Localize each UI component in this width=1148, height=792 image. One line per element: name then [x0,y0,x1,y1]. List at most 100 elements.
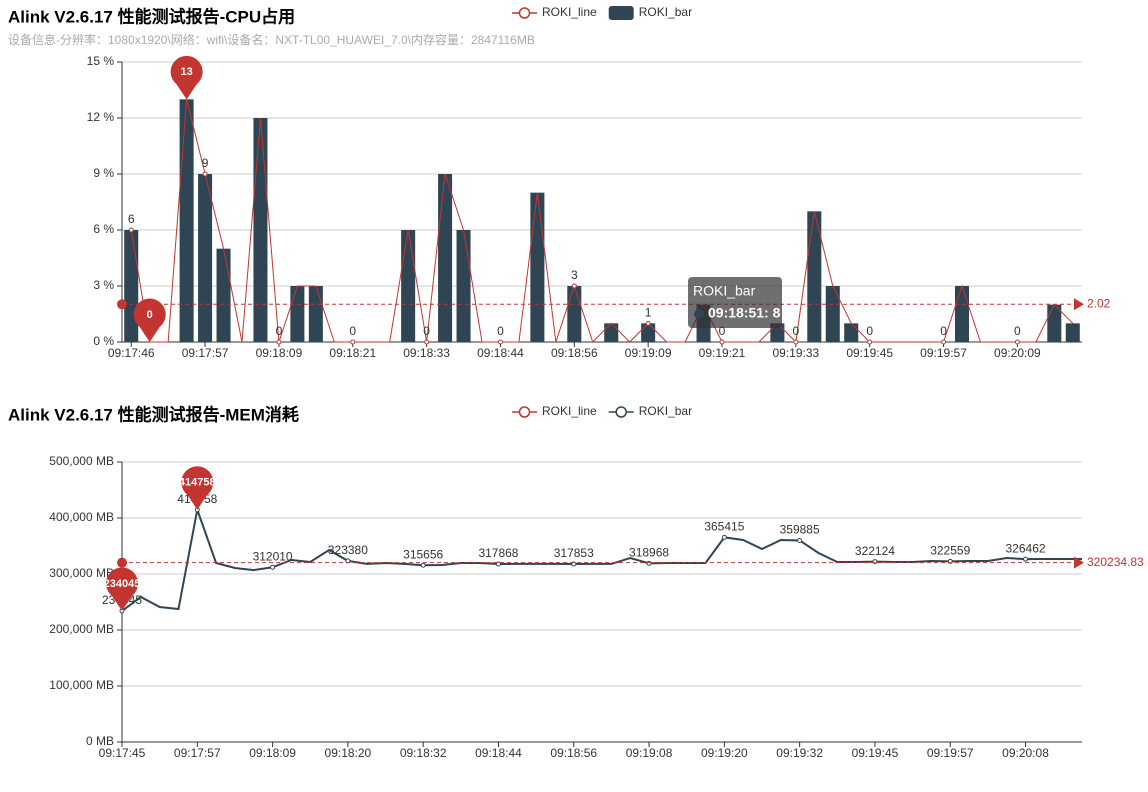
y-tick-label: 500,000 MB [49,454,114,468]
y-tick-label: 300,000 MB [49,566,114,580]
x-tick-label: 09:19:08 [626,746,673,760]
bar [825,286,840,342]
data-label: 317853 [554,546,594,560]
bar [216,248,231,342]
x-tick-label: 09:17:57 [174,746,221,760]
legend-label: ROKI_bar [639,404,692,418]
point [424,339,430,345]
point [128,227,134,233]
mark-pin [181,466,214,510]
y-tick-label: 0 % [93,334,114,348]
x-tick-label: 09:20:09 [994,346,1041,360]
chart-title: Alink V2.6.17 性能测试报告-MEM消耗 [8,404,299,424]
x-tick-label: 09:20:08 [1002,746,1049,760]
data-label: 317868 [478,546,518,560]
point [1023,556,1029,562]
bar [179,99,194,342]
mark-pin [133,298,166,342]
tooltip-text: 09:18:51: 8 [708,305,781,321]
bar [308,286,323,342]
x-tick-label: 09:18:21 [329,346,376,360]
y-tick-label: 9 % [93,166,114,180]
data-label: 315656 [403,547,443,561]
average-label: 2.02 [1087,296,1111,310]
bar [253,118,268,342]
data-label: 0 [1014,324,1021,338]
x-tick-label: 09:19:45 [852,746,899,760]
chart-title: Alink V2.6.17 性能测试报告-CPU占用 [8,6,295,26]
bar [401,230,416,342]
point [646,560,652,566]
data-label: 9 [202,156,209,170]
x-tick-label: 09:18:56 [550,746,597,760]
data-label: 365415 [704,520,744,534]
x-tick-label: 09:18:56 [551,346,598,360]
data-label: 323380 [328,543,368,557]
bar [438,174,453,342]
data-label: 318968 [629,546,669,560]
y-tick-label: 6 % [93,222,114,236]
y-tick-label: 400,000 MB [49,510,114,524]
point [941,339,947,345]
bar [456,230,471,342]
data-label: 1 [645,306,652,320]
bar [604,323,619,342]
x-tick-label: 09:19:33 [772,346,819,360]
data-label: 322559 [930,544,970,558]
bar [844,323,859,342]
point [495,561,501,567]
data-label: 322124 [855,544,895,558]
line [130,99,1074,344]
x-tick-label: 09:19:20 [701,746,748,760]
y-tick-label: 3 % [93,278,114,292]
x-tick-label: 09:19:45 [846,346,893,360]
y-tick-label: 12 % [87,110,115,124]
data-label: 0 [940,324,947,338]
point [276,339,282,345]
point [793,339,799,345]
data-label: 0 [497,324,504,338]
data-label: 0 [423,324,430,338]
data-label: 312010 [253,549,293,563]
x-tick-label: 09:17:45 [99,746,146,760]
bar [567,286,582,342]
average-label: 320234.83 [1087,555,1144,569]
bar [290,286,305,342]
bar [124,230,139,342]
mark-pin [170,55,203,100]
legend-label: ROKI_bar [639,5,692,19]
point [721,534,727,540]
y-tick-label: 15 % [87,54,115,68]
legend-icon [518,406,531,418]
x-tick-label: 09:19:09 [625,346,672,360]
legend-icon [608,6,634,20]
data-label: 6 [128,212,135,226]
point [270,564,276,570]
point [497,339,503,345]
mark-pin [105,567,138,611]
point [420,562,426,568]
bar [954,286,970,342]
x-tick-label: 09:18:20 [325,746,372,760]
bar [198,174,213,342]
tooltip [688,277,782,328]
x-tick-label: 09:18:44 [477,346,524,360]
x-tick-label: 09:18:33 [403,346,450,360]
tooltip-title: ROKI_bar [693,283,756,299]
x-tick-label: 09:18:09 [249,746,296,760]
y-tick-label: 200,000 MB [49,622,114,636]
bar [641,323,656,342]
legend-label: ROKI_line [542,404,597,418]
chart-subtitle: 设备信息-分辨率：1080x1920\网络：wifi\设备名：NXT-TL00_… [8,32,535,47]
data-label: 359885 [780,523,820,537]
point [645,320,651,326]
data-label: 0 [866,324,873,338]
point [571,283,577,289]
x-tick-label: 09:19:21 [699,346,746,360]
mark-pin-label: 13 [180,66,192,78]
tooltip-dot [694,309,704,319]
point [1014,339,1020,345]
point [797,537,803,543]
average-arrow [1074,298,1084,311]
mark-pin-label: 234045 [104,578,141,590]
